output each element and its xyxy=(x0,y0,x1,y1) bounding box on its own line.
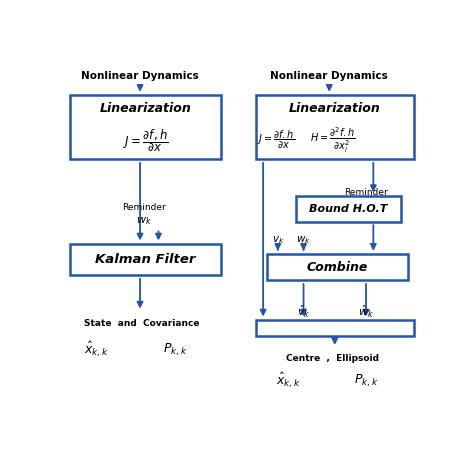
Text: Linearization: Linearization xyxy=(289,102,381,115)
FancyBboxPatch shape xyxy=(256,320,414,336)
Text: State  and  Covariance: State and Covariance xyxy=(84,319,200,328)
Text: $\hat{x}_{k,k}$: $\hat{x}_{k,k}$ xyxy=(83,340,109,359)
Text: Nonlinear Dynamics: Nonlinear Dynamics xyxy=(270,71,388,81)
Text: Reminder: Reminder xyxy=(344,188,388,197)
Text: Bound H.O.T: Bound H.O.T xyxy=(310,203,388,214)
Text: $v_k$: $v_k$ xyxy=(272,235,284,247)
Text: $J = \dfrac{\partial f, h}{\partial x}$: $J = \dfrac{\partial f, h}{\partial x}$ xyxy=(123,127,168,154)
Text: Nonlinear Dynamics: Nonlinear Dynamics xyxy=(81,71,199,81)
Text: Centre  ,  Ellipsoid: Centre , Ellipsoid xyxy=(286,354,379,363)
FancyBboxPatch shape xyxy=(267,255,408,280)
Text: $J = \dfrac{\partial f.h}{\partial x}$: $J = \dfrac{\partial f.h}{\partial x}$ xyxy=(257,129,295,151)
FancyBboxPatch shape xyxy=(256,95,414,159)
Text: $w_k$: $w_k$ xyxy=(136,216,152,228)
Text: $H = \dfrac{\partial^2 f.h}{\partial x_i^2}$: $H = \dfrac{\partial^2 f.h}{\partial x_i… xyxy=(310,125,356,155)
Text: Linearization: Linearization xyxy=(100,102,191,115)
Text: $w_k$: $w_k$ xyxy=(296,235,311,247)
Text: $P_{k,k}$: $P_{k,k}$ xyxy=(354,372,378,389)
Text: Kalman Filter: Kalman Filter xyxy=(95,253,196,266)
Text: Reminder: Reminder xyxy=(122,203,165,212)
Text: $\hat{v}_k$: $\hat{v}_k$ xyxy=(297,304,310,320)
Text: Combine: Combine xyxy=(307,261,368,274)
FancyBboxPatch shape xyxy=(70,95,221,159)
FancyBboxPatch shape xyxy=(70,244,221,275)
Text: $P_{k,k}$: $P_{k,k}$ xyxy=(163,341,187,358)
Text: $\hat{x}_{k,k}$: $\hat{x}_{k,k}$ xyxy=(276,371,301,390)
Text: $\hat{w}_k$: $\hat{w}_k$ xyxy=(358,304,374,320)
FancyBboxPatch shape xyxy=(296,196,401,221)
